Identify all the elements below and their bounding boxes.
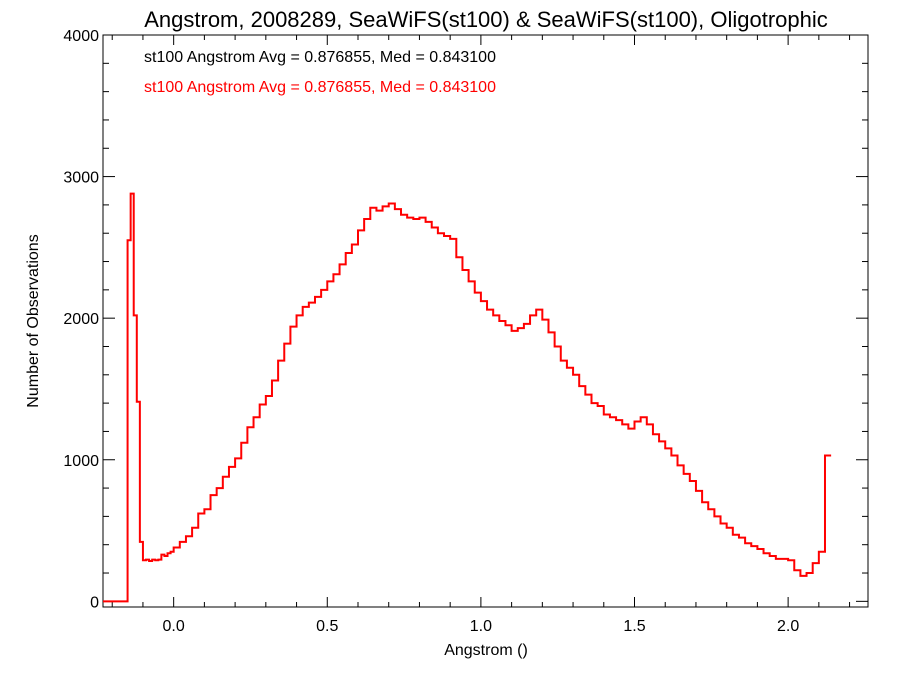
histogram-series-line [103,192,832,603]
series-layer [103,192,832,603]
axis-ticks: 0.0 0.5 1.0 1.5 2.0 0 1000 2000 3000 4000 [63,28,868,635]
x-axis-label: Angstrom () [444,642,528,659]
y-tick-label: 4000 [63,28,99,45]
annotation-red: st100 Angstrom Avg = 0.876855, Med = 0.8… [144,79,496,96]
plot-frame [102,34,869,608]
x-tick-label: 0.5 [316,618,338,635]
y-tick-label: 1000 [63,453,99,470]
y-axis-label: Number of Observations [25,234,42,407]
y-tick-label: 0 [90,594,99,611]
y-tick-label: 3000 [63,170,99,187]
chart-title: Angstrom, 2008289, SeaWiFS(st100) & SeaW… [144,7,828,32]
x-tick-label: 1.5 [623,618,645,635]
x-tick-label: 1.0 [470,618,492,635]
annotation-black: st100 Angstrom Avg = 0.876855, Med = 0.8… [144,49,496,66]
x-tick-label: 0.0 [163,618,185,635]
y-tick-label: 2000 [63,311,99,328]
x-tick-label: 2.0 [777,618,799,635]
